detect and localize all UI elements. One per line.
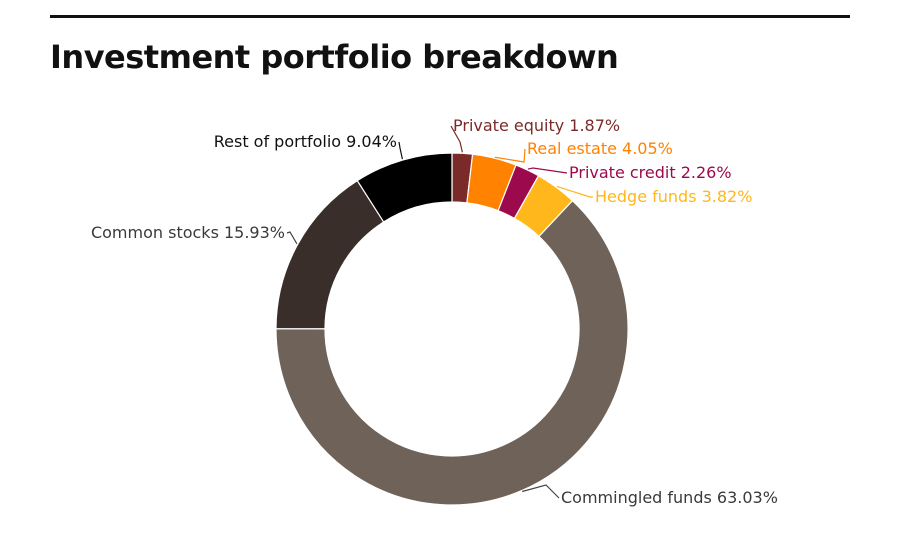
label-real-estate: Real estate 4.05% <box>527 139 673 158</box>
leader-hedge-funds <box>556 185 593 198</box>
leader-rest-of-portfolio <box>398 141 403 160</box>
leader-lines <box>286 125 593 499</box>
leader-private-equity <box>450 125 463 153</box>
label-commingled-funds: Commingled funds 63.03% <box>561 488 778 507</box>
slice-commingled-funds <box>275 199 629 506</box>
slice-common-stocks <box>275 179 385 330</box>
top-rule <box>50 15 850 18</box>
slice-labels: Private equity 1.87% Real estate 4.05% Pri… <box>91 116 778 507</box>
leader-common-stocks <box>286 231 298 245</box>
leader-private-credit <box>527 167 568 174</box>
page-title: Investment portfolio breakdown <box>50 38 619 76</box>
label-common-stocks: Common stocks 15.93% <box>91 223 285 242</box>
label-private-equity: Private equity 1.87% <box>453 116 620 135</box>
donut-slices <box>275 152 629 506</box>
leader-commingled-funds <box>521 484 560 499</box>
leader-real-estate <box>494 148 526 163</box>
label-hedge-funds: Hedge funds 3.82% <box>595 187 752 206</box>
label-private-credit: Private credit 2.26% <box>569 163 732 182</box>
slice-rest-of-portfolio <box>356 152 453 223</box>
label-rest-of-portfolio: Rest of portfolio 9.04% <box>214 132 397 151</box>
